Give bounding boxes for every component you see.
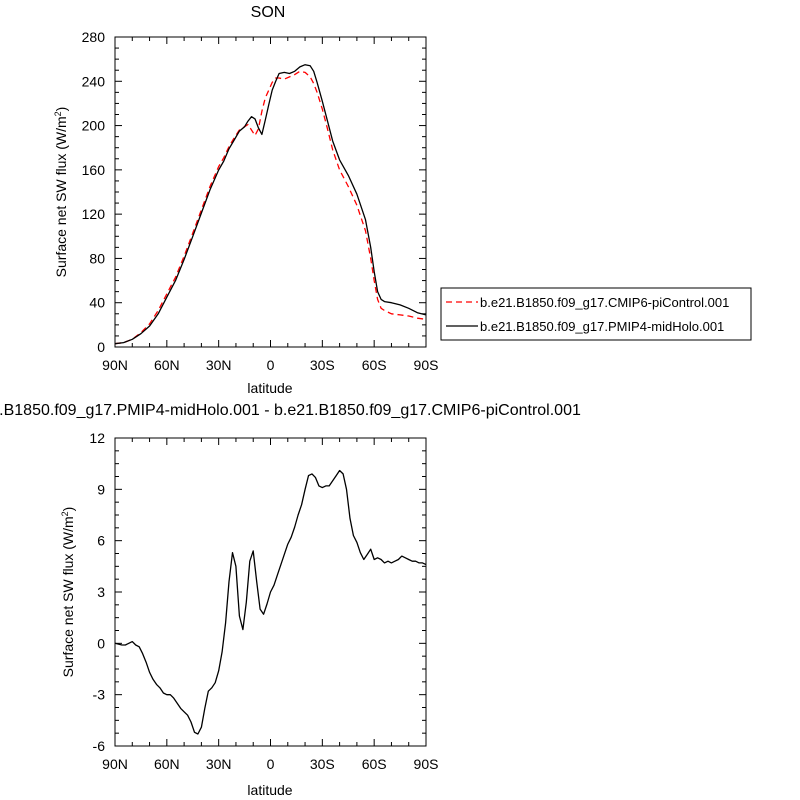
bottom-ytick-label: 0 [97,635,105,651]
top-y-label-superscript: 2 [53,111,63,116]
top-ytick-label: 280 [82,29,106,45]
bottom-y-label-superscript: 2 [60,511,70,516]
bottom-xtick-label: 90S [414,756,439,772]
top-series-line-0 [114,70,427,345]
bottom-y-label-main: Surface net SW flux (W/m [60,516,76,677]
top-xtick-label: 90N [102,357,128,373]
bottom-xtick-label: 60S [362,756,387,772]
bottom-ytick-label: 9 [97,481,105,497]
top-ytick-label: 160 [82,162,106,178]
bottom-y-label-tail: ) [60,507,76,512]
bottom-xtick-label: 30S [310,756,335,772]
top-series-line-1 [114,64,427,345]
top-x-axis: 90N 60N 30N 0 30S 60S 90S [102,37,438,373]
bottom-series-line-0 [114,469,427,735]
bottom-ytick-label: -3 [93,687,106,703]
top-xtick-label: 60N [154,357,180,373]
bottom-xtick-label: 60N [154,756,180,772]
top-y-axis-label: Surface net SW flux (W/m2) [53,107,69,278]
top-chart: SON 90N 60N 30N 0 30S 60S 90S 0 40 80 120 160 200 24… [53,4,752,396]
top-x-axis-label: latitude [247,380,292,396]
bottom-x-axis: 90N 60N 30N 0 30S 60S 90S [102,438,438,772]
bottom-y-axis-label: Surface net SW flux (W/m2) [60,507,76,678]
bottom-ytick-label: 3 [97,584,105,600]
bottom-chart: b.e21.B1850.f09_g17.PMIP4-midHolo.001 - … [0,402,581,798]
bottom-ytick-label: 12 [89,430,105,446]
top-xtick-label: 0 [267,357,275,373]
top-ytick-label: 80 [89,250,105,266]
bottom-x-axis-label: latitude [247,782,292,798]
bottom-xtick-label: 0 [267,756,275,772]
top-chart-title: SON [251,4,286,21]
top-ytick-label: 0 [97,339,105,355]
legend: b.e21.B1850.f09_g17.CMIP6-piControl.001 … [440,287,752,341]
top-ytick-label: 240 [82,73,106,89]
bottom-series-group [114,469,427,735]
top-y-label-main: Surface net SW flux (W/m [53,116,69,277]
legend-label-picontrol: b.e21.B1850.f09_g17.CMIP6-piControl.001 [480,295,729,310]
top-y-axis: 0 40 80 120 160 200 240 280 [82,29,426,355]
top-ytick-label: 200 [82,118,106,134]
bottom-xtick-label: 30N [206,756,232,772]
top-xtick-label: 30N [206,357,232,373]
top-ytick-label: 40 [89,295,105,311]
legend-label-midholo: b.e21.B1850.f09_g17.PMIP4-midHolo.001 [480,319,724,334]
top-xtick-label: 30S [310,357,335,373]
top-series-group [114,64,427,345]
top-xtick-label: 60S [362,357,387,373]
top-xtick-label: 90S [414,357,439,373]
top-y-label-tail: ) [53,107,69,112]
bottom-ytick-label: 6 [97,533,105,549]
bottom-chart-title: b.e21.B1850.f09_g17.PMIP4-midHolo.001 - … [0,402,581,419]
top-plot-frame [114,36,427,348]
legend-box [440,287,752,341]
bottom-ytick-label: -6 [93,738,106,754]
top-ytick-label: 120 [82,206,106,222]
bottom-y-axis: -6 -3 0 3 6 9 12 [89,430,426,754]
bottom-xtick-label: 90N [102,756,128,772]
